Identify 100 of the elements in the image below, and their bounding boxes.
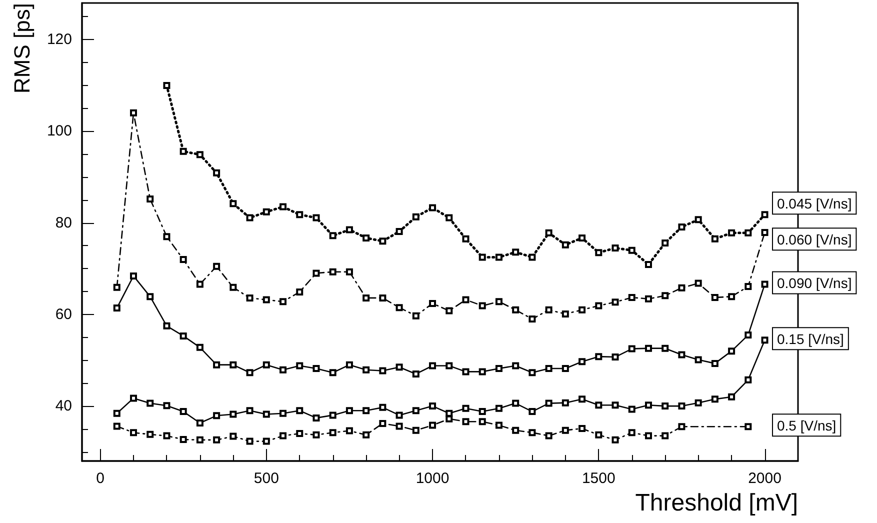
point <box>130 429 137 436</box>
point <box>180 256 187 263</box>
x-tick-label: 1500 <box>582 470 616 487</box>
point <box>462 368 470 376</box>
point <box>296 407 304 414</box>
point <box>379 294 386 302</box>
point <box>462 404 470 412</box>
point <box>113 284 120 291</box>
point <box>728 393 736 400</box>
point <box>379 404 386 411</box>
point <box>280 432 287 440</box>
point <box>346 226 353 234</box>
point <box>462 418 470 426</box>
point <box>528 316 536 323</box>
point <box>230 432 237 440</box>
point <box>246 214 254 222</box>
point <box>196 419 204 426</box>
point <box>711 396 718 403</box>
point <box>396 364 403 371</box>
point <box>396 304 403 312</box>
point <box>678 284 686 292</box>
point <box>644 402 652 409</box>
point <box>262 438 270 445</box>
point <box>280 298 287 306</box>
x-tick-label: 0 <box>96 470 104 487</box>
point <box>213 262 220 270</box>
point <box>329 369 336 376</box>
point <box>246 407 254 414</box>
point <box>113 304 120 312</box>
point <box>728 229 736 236</box>
point <box>196 436 204 444</box>
point <box>694 216 702 224</box>
point <box>246 369 254 376</box>
point <box>644 344 652 352</box>
point <box>662 292 669 300</box>
point <box>163 233 170 240</box>
point <box>578 358 586 366</box>
y-axis-title: RMS [ps] <box>10 3 34 94</box>
point <box>396 228 403 236</box>
point <box>612 298 619 306</box>
point <box>346 407 353 414</box>
point <box>379 238 386 245</box>
point <box>678 402 686 410</box>
point <box>512 306 520 314</box>
point <box>412 312 420 320</box>
point <box>446 362 453 370</box>
y-tick-label: 60 <box>55 306 72 323</box>
point <box>744 332 752 339</box>
point <box>694 280 702 287</box>
point <box>429 300 436 307</box>
point <box>744 423 752 430</box>
point <box>495 254 502 261</box>
point <box>495 404 502 412</box>
point <box>512 362 520 370</box>
x-tick-label: 500 <box>254 470 279 487</box>
point <box>362 234 370 242</box>
point <box>761 211 768 218</box>
point <box>678 351 686 358</box>
x-tick-label: 2000 <box>748 470 782 487</box>
point <box>246 294 254 302</box>
point <box>478 368 486 376</box>
point <box>362 407 370 414</box>
point <box>694 356 702 364</box>
point <box>180 436 187 443</box>
point <box>662 432 669 440</box>
point <box>362 431 370 438</box>
point <box>478 418 486 426</box>
point <box>528 369 536 376</box>
point <box>578 234 586 242</box>
point <box>528 408 536 416</box>
point <box>296 288 304 296</box>
point <box>113 422 120 430</box>
point <box>711 235 718 242</box>
point <box>612 244 619 252</box>
point <box>512 400 520 407</box>
point <box>528 254 536 261</box>
point <box>196 280 204 288</box>
point <box>512 248 520 256</box>
point <box>429 402 436 410</box>
point <box>213 412 220 420</box>
point <box>728 293 736 300</box>
point <box>578 396 586 403</box>
point <box>362 294 370 302</box>
point <box>346 268 353 276</box>
y-tick-label: 40 <box>55 398 72 415</box>
point <box>595 402 602 409</box>
point <box>412 407 420 414</box>
point <box>329 412 336 419</box>
point <box>662 344 669 352</box>
point <box>180 332 187 340</box>
point <box>262 410 270 418</box>
point <box>761 336 768 344</box>
point <box>312 364 320 372</box>
point <box>163 432 170 440</box>
point <box>662 402 669 410</box>
point <box>130 272 137 280</box>
point <box>545 229 552 236</box>
point <box>628 246 636 254</box>
point <box>744 376 752 384</box>
point <box>262 208 270 216</box>
